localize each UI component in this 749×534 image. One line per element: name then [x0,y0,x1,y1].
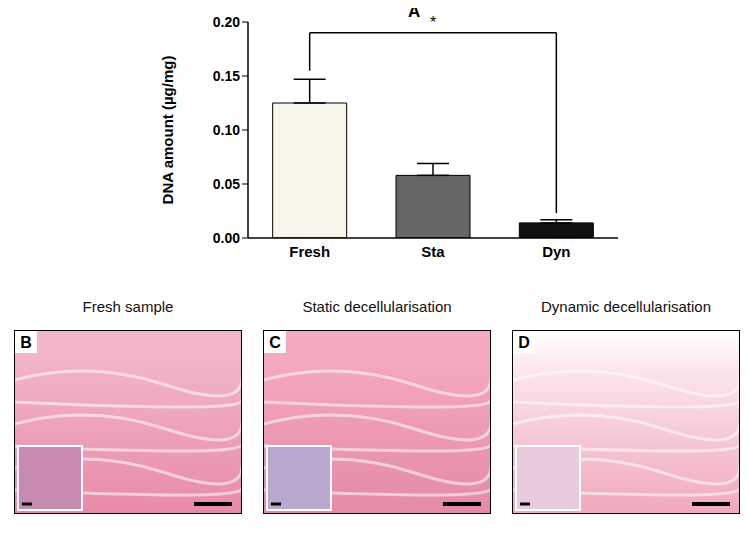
svg-text:*: * [430,14,436,31]
html-text:A: A [408,2,421,21]
html-text:Dynamic decellularisation: Dynamic decellularisation [541,298,711,315]
svg-text:Sta: Sta [421,243,445,260]
svg-text:0.00: 0.00 [213,230,240,246]
svg-text:D: D [518,334,530,351]
svg-text:Dyn: Dyn [542,243,570,260]
svg-text:C: C [269,334,281,351]
svg-text:0.05: 0.05 [213,176,240,192]
html-text:Fresh sample: Fresh sample [82,298,174,315]
svg-text:0.15: 0.15 [213,68,240,84]
svg-text:Fresh: Fresh [289,243,330,260]
svg-text:0.20: 0.20 [213,14,240,30]
svg-text:0.10: 0.10 [213,122,240,138]
svg-text:B: B [20,334,32,351]
html-text:Static decellularisation: Static decellularisation [302,298,452,315]
svg-text:DNA amount (µg/mg): DNA amount (µg/mg) [159,56,176,205]
